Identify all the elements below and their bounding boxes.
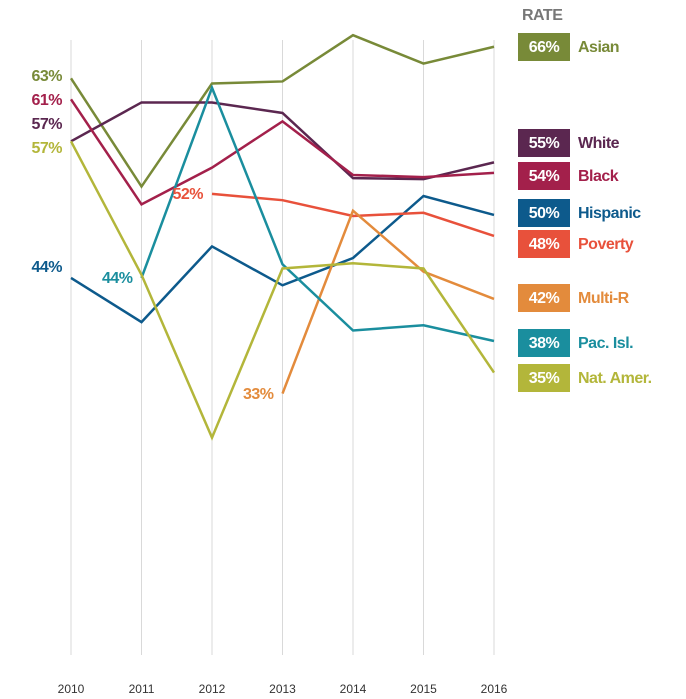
legend-label: Asian: [578, 39, 619, 56]
point-label: 61%: [31, 92, 62, 109]
point-label: 44%: [31, 259, 62, 276]
end-label: 38%: [529, 335, 560, 352]
point-label: 44%: [102, 270, 133, 287]
legend-swatch: [518, 33, 570, 61]
legend-label: Black: [578, 168, 619, 185]
series-line: [281, 208, 495, 394]
x-tick-label: 2013: [269, 682, 296, 696]
legend-swatch: [518, 284, 570, 312]
point-label: 57%: [31, 140, 62, 157]
end-label: 42%: [529, 290, 560, 307]
end-label: 50%: [529, 205, 560, 222]
legend-label: Multi-R: [578, 290, 630, 307]
series-line: [140, 84, 495, 343]
series-line: [69, 140, 496, 441]
point-label: 57%: [31, 116, 62, 133]
legend-swatch: [518, 162, 570, 190]
x-tick-label: 2012: [199, 682, 226, 696]
series-line: [70, 101, 495, 181]
point-label: 52%: [172, 186, 203, 203]
x-tick-label: 2014: [340, 682, 367, 696]
legend-label: White: [578, 135, 620, 152]
end-label: 35%: [529, 370, 560, 387]
series-line: [211, 192, 495, 238]
point-label: 33%: [243, 386, 274, 403]
legend-swatch: [518, 230, 570, 258]
series-line: [70, 194, 495, 324]
end-label: 55%: [529, 135, 560, 152]
end-label: 66%: [529, 39, 560, 56]
legend-header: RATE: [522, 7, 563, 24]
end-label: 48%: [529, 236, 560, 253]
point-label: 63%: [31, 68, 62, 85]
series-line: [69, 98, 495, 207]
legend-swatch: [518, 199, 570, 227]
legend-label: Poverty: [578, 236, 634, 253]
legend-swatch: [518, 129, 570, 157]
legend-swatch: [518, 364, 570, 392]
x-tick-label: 2010: [58, 682, 85, 696]
legend-label: Pac. Isl.: [578, 335, 633, 352]
end-label: 54%: [529, 168, 560, 185]
legend-label: Hispanic: [578, 205, 641, 222]
x-tick-label: 2016: [481, 682, 508, 696]
series-line: [69, 33, 495, 189]
legend-swatch: [518, 329, 570, 357]
x-tick-label: 2015: [410, 682, 437, 696]
x-tick-label: 2011: [129, 682, 155, 696]
legend-label: Nat. Amer.: [578, 370, 652, 387]
